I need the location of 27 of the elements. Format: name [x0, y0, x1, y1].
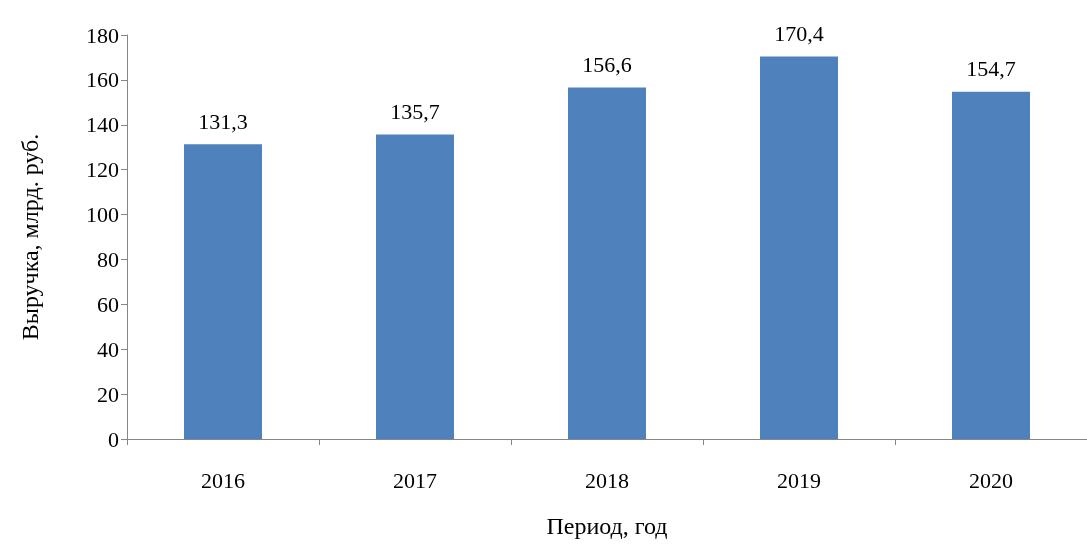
y-tick-label: 100 [86, 202, 119, 228]
y-tick-label: 120 [86, 157, 119, 183]
x-tick-label: 2017 [393, 467, 437, 493]
y-tick-label: 0 [108, 426, 119, 452]
y-tick-label: 20 [97, 381, 119, 407]
y-tick-label: 60 [97, 291, 119, 317]
x-tick-label: 2018 [585, 467, 629, 493]
data-label: 170,4 [774, 21, 824, 47]
y-axis-title: Выручка, млрд. руб. [17, 133, 43, 341]
x-tick-label: 2020 [969, 467, 1013, 493]
y-tick-label: 180 [86, 22, 119, 48]
bar [568, 87, 646, 439]
data-label: 156,6 [582, 52, 632, 78]
data-label: 135,7 [390, 98, 440, 124]
bar [376, 134, 454, 439]
y-tick-label: 40 [97, 336, 119, 362]
y-tick-label: 140 [86, 112, 119, 138]
x-tick-label: 2019 [777, 467, 821, 493]
x-axis-title: Период, год [546, 513, 668, 539]
x-tick-label: 2016 [201, 467, 245, 493]
bar [760, 56, 838, 439]
bar [952, 91, 1030, 439]
data-label: 131,3 [198, 108, 248, 134]
y-tick-label: 160 [86, 67, 119, 93]
bar [184, 144, 262, 439]
data-label: 154,7 [966, 56, 1016, 82]
y-tick-label: 80 [97, 246, 119, 272]
